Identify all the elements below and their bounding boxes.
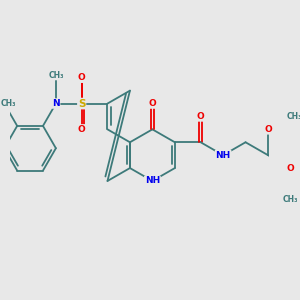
Text: O: O <box>78 125 86 134</box>
Text: O: O <box>78 73 86 82</box>
Text: N: N <box>52 99 60 108</box>
Text: S: S <box>78 99 85 109</box>
Text: CH₃: CH₃ <box>0 99 16 108</box>
Text: O: O <box>264 125 272 134</box>
Text: O: O <box>148 99 156 108</box>
Text: NH: NH <box>215 151 231 160</box>
Text: CH₃: CH₃ <box>283 194 298 203</box>
Text: O: O <box>197 112 205 121</box>
Text: CH₃: CH₃ <box>286 112 300 121</box>
Text: O: O <box>286 164 294 172</box>
Text: NH: NH <box>145 176 160 185</box>
Text: CH₃: CH₃ <box>48 71 64 80</box>
